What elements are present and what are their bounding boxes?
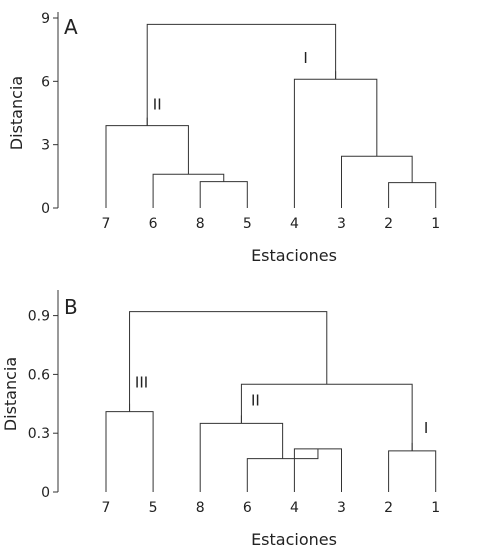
x-tick-label: 8: [196, 500, 205, 516]
cluster-label: II: [251, 391, 260, 409]
x-tick-label: 3: [337, 500, 346, 516]
cluster-label: II: [153, 96, 162, 114]
x-tick-label: 1: [431, 216, 440, 232]
y-tick-label: 0: [41, 201, 50, 217]
dendrogram-link: [240, 383, 413, 451]
x-axis-title: Estaciones: [251, 530, 337, 548]
x-tick-label: 1: [431, 500, 440, 516]
dendrogram-link: [129, 311, 328, 412]
x-tick-label: 2: [384, 500, 393, 516]
y-tick-label: 0.6: [28, 367, 50, 383]
x-tick-label: 5: [243, 216, 252, 232]
dendrogram-link: [341, 155, 413, 208]
y-tick-label: 9: [41, 11, 50, 27]
x-tick-label: 4: [290, 500, 299, 516]
x-tick-label: 7: [102, 500, 111, 516]
y-axis-title: Distancia: [7, 76, 26, 150]
y-tick-label: 3: [41, 138, 50, 154]
x-axis-title: Estaciones: [251, 246, 337, 265]
dendrogram-link: [105, 411, 154, 492]
y-axis-title: Distancia: [1, 357, 20, 431]
dendrogram-link: [152, 173, 225, 208]
dendrogram-link: [388, 182, 437, 208]
dendrogram-link: [388, 450, 437, 492]
cluster-label: I: [303, 49, 307, 67]
x-tick-label: 6: [243, 500, 252, 516]
x-tick-label: 6: [149, 216, 158, 232]
x-tick-label: 4: [290, 216, 299, 232]
cluster-label: III: [135, 374, 148, 392]
panel-letter: A: [64, 15, 78, 39]
y-tick-label: 0: [41, 485, 50, 501]
panel-letter: B: [64, 295, 78, 319]
x-tick-label: 7: [102, 216, 111, 232]
x-tick-label: 5: [149, 500, 158, 516]
dendrogram-link: [146, 23, 337, 126]
dendrogram-link: [199, 422, 284, 492]
x-tick-label: 8: [196, 216, 205, 232]
x-tick-label: 3: [337, 216, 346, 232]
dendrogram-link: [293, 78, 378, 208]
x-tick-label: 2: [384, 216, 393, 232]
y-tick-label: 0.9: [28, 309, 50, 325]
cluster-label: I: [424, 419, 428, 437]
dendrogram-link: [199, 181, 248, 208]
y-tick-label: 0.3: [28, 426, 50, 442]
dendrogram-link: [105, 125, 189, 208]
y-tick-label: 6: [41, 74, 50, 90]
